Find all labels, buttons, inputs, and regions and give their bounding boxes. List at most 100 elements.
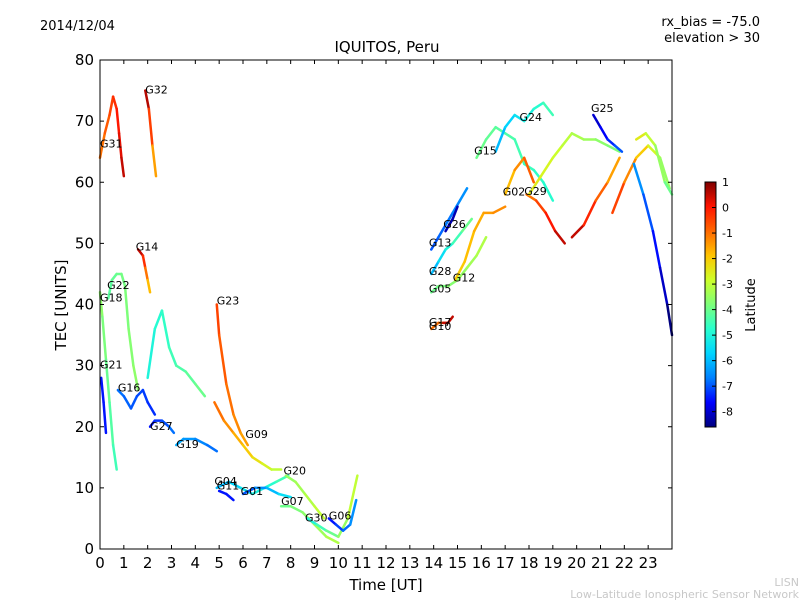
series-segment <box>232 431 245 447</box>
x-tick-label: 20 <box>567 554 586 572</box>
y-tick-label: 30 <box>75 357 94 375</box>
series-G21b <box>570 156 621 239</box>
series-G10 <box>441 315 454 325</box>
series-G02 <box>503 156 536 196</box>
series-G13x <box>146 309 207 398</box>
series-segment <box>215 480 230 490</box>
satellite-label: G21 <box>100 359 123 372</box>
series-segment <box>160 309 171 349</box>
series-segment <box>101 315 108 361</box>
series-segment <box>451 205 459 221</box>
series-segment <box>632 162 645 196</box>
satellite-label: G31 <box>100 137 123 150</box>
x-tick-label: 10 <box>329 554 348 572</box>
series-G32 <box>144 89 158 178</box>
series-G03 <box>527 132 621 196</box>
series-segment <box>544 211 557 233</box>
x-axis: 0 1 2 3 4 5 6 7 8 9 10 11 12 13 14 15 16 17 18 19 20 21 22 23 <box>95 60 658 572</box>
series-G01 <box>241 486 292 499</box>
series-segment <box>108 401 115 447</box>
y-axis-label: TEC [UNITS] <box>52 260 70 352</box>
series-segment <box>658 156 671 190</box>
series-segment <box>117 132 123 160</box>
colorbar-tick-label: -7 <box>722 380 733 393</box>
x-tick-label: 6 <box>238 554 248 572</box>
series-segment <box>525 193 538 202</box>
date-label: 2014/12/04 <box>40 19 115 34</box>
y-tick-label: 0 <box>84 540 94 558</box>
series-segment <box>141 254 147 270</box>
plot-frame <box>99 59 673 550</box>
series-G16b <box>611 144 671 215</box>
series-segment <box>146 327 157 380</box>
series-segment <box>456 266 469 282</box>
series-segment <box>437 223 447 239</box>
series-segment <box>465 254 478 270</box>
series-segment <box>120 272 127 288</box>
satellite-label: G14 <box>136 241 159 254</box>
chart-title: IQUITOS, Peru <box>334 38 439 56</box>
series-segment <box>241 486 257 496</box>
series-segment <box>503 168 516 196</box>
series-segment <box>444 211 454 227</box>
series-segment <box>570 132 586 141</box>
x-tick-label: 3 <box>167 554 177 572</box>
satellite-label: G06 <box>329 510 352 523</box>
y-axis: 0 10 20 30 40 50 60 70 80 <box>75 51 672 558</box>
series-segment <box>260 462 273 471</box>
series-segment <box>337 517 350 539</box>
series-segment <box>327 517 338 526</box>
series-segment <box>132 364 140 392</box>
series-G31 <box>98 95 126 178</box>
series-G06 <box>327 498 358 532</box>
x-tick-label: 18 <box>519 554 538 572</box>
series-G11 <box>217 489 235 502</box>
series-segment <box>594 138 609 147</box>
rx-bias-label: rx_bias = -75.0 <box>661 15 760 30</box>
series-G28 <box>430 217 474 276</box>
series-segment <box>635 144 650 160</box>
series-segment <box>167 425 176 435</box>
series-G24 <box>494 101 555 153</box>
series-segment <box>111 443 118 471</box>
satellite-label: G18 <box>100 291 123 304</box>
x-tick-label: 23 <box>639 554 658 572</box>
series-segment <box>472 211 485 233</box>
series-segment <box>430 236 440 251</box>
series-segment <box>175 437 185 447</box>
satellite-label: G13 <box>429 236 452 249</box>
series-segment <box>532 101 545 111</box>
satellite-label: G01 <box>241 485 264 498</box>
y-tick-label: 70 <box>75 112 94 130</box>
footer-lisn: LISN <box>774 576 799 589</box>
series-segment <box>444 242 454 251</box>
y-tick-label: 50 <box>75 234 94 252</box>
satellite-label: G05 <box>429 282 452 295</box>
satellite-label: G32 <box>145 84 168 97</box>
series-G19 <box>175 437 219 453</box>
series-segment <box>503 132 516 141</box>
series-segment <box>446 278 459 288</box>
series-segment <box>527 174 543 196</box>
satellite-label: G12 <box>453 271 476 284</box>
series-segment <box>315 523 328 532</box>
x-tick-label: 13 <box>400 554 419 572</box>
series-segment <box>225 492 235 502</box>
series-segment <box>215 303 221 337</box>
series-segment <box>658 266 669 306</box>
satellite-label: G25 <box>591 102 614 115</box>
series-layer <box>98 89 674 545</box>
series-segment <box>194 382 207 398</box>
series-segment <box>213 401 226 422</box>
satellite-label: G11 <box>217 480 240 493</box>
x-tick-label: 11 <box>353 554 372 572</box>
series-segment <box>582 199 597 227</box>
colorbar-tick-label: -4 <box>722 304 733 317</box>
series-segment <box>551 144 564 160</box>
series-segment <box>513 113 526 123</box>
x-tick-label: 17 <box>496 554 515 572</box>
satellite-label: G07 <box>281 495 304 508</box>
series-segment <box>99 376 105 404</box>
series-segment <box>217 333 228 386</box>
